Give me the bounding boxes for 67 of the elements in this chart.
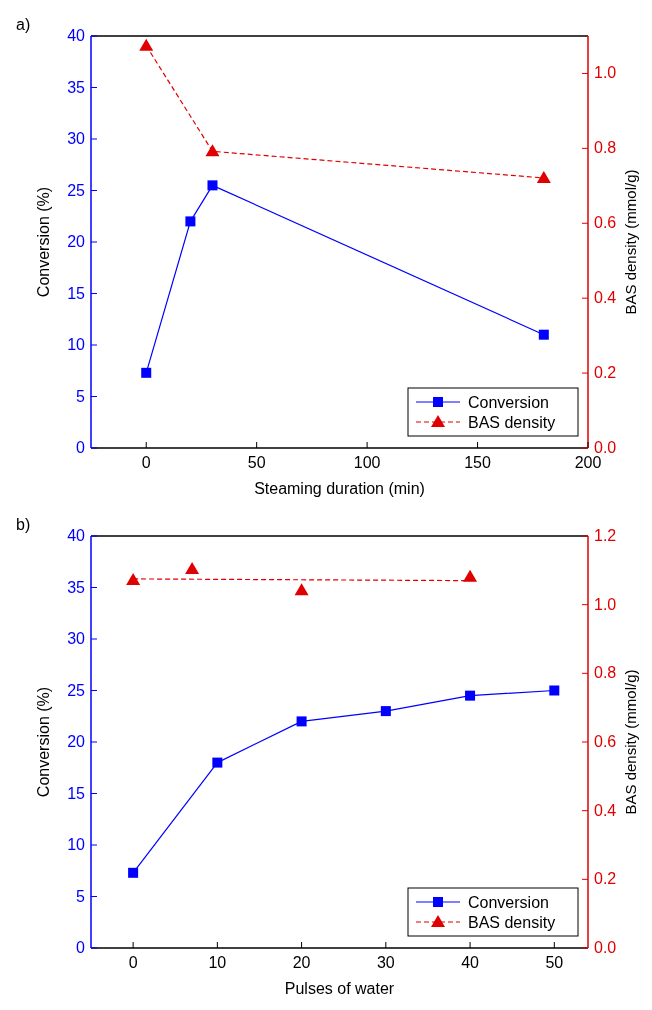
- y2-tick-label: 0.8: [594, 664, 617, 682]
- x-tick-label: 40: [461, 954, 480, 971]
- y2-tick-label: 0.6: [594, 214, 617, 232]
- y2-axis-title: BAS density (mmol/g): [622, 669, 639, 815]
- point: [207, 180, 218, 191]
- y2-tick-label: 0.0: [594, 939, 617, 956]
- point: [128, 867, 139, 878]
- x-axis-title: Pulses of water: [284, 980, 395, 997]
- y2-tick-label: 0.6: [594, 733, 617, 750]
- x-tick-label: 50: [247, 454, 266, 471]
- x-tick-label: 100: [353, 454, 381, 471]
- x-tick-label: 0: [141, 454, 151, 471]
- point: [538, 329, 549, 340]
- x-tick-label: 10: [208, 954, 227, 971]
- point: [536, 170, 551, 183]
- x-tick-label: 30: [376, 954, 395, 971]
- y2-tick-label: 0.2: [594, 364, 617, 382]
- y-tick-label: 10: [67, 336, 86, 353]
- y-tick-label: 10: [67, 836, 86, 853]
- y-tick-label: 0: [76, 939, 86, 956]
- x-tick-label: 0: [128, 954, 138, 971]
- y-tick-label: 30: [67, 630, 86, 647]
- point: [205, 144, 220, 157]
- y-tick-label: 20: [67, 733, 86, 750]
- y-tick-label: 15: [67, 784, 86, 802]
- point: [212, 757, 223, 768]
- y-tick-label: 25: [67, 681, 86, 699]
- x-tick-label: 20: [292, 954, 311, 971]
- x-tick-label: 200: [574, 454, 602, 471]
- y-tick-label: 40: [67, 527, 86, 544]
- y-tick-label: 15: [67, 284, 86, 302]
- chart-title: a): [16, 16, 31, 33]
- point: [380, 706, 391, 717]
- y2-tick-label: 0.4: [594, 289, 617, 307]
- y2-tick-label: 1.2: [594, 527, 617, 544]
- y-tick-label: 40: [67, 27, 86, 44]
- chart-title: b): [16, 516, 31, 533]
- y-axis-title: Conversion (%): [35, 686, 52, 798]
- legend-label: BAS density: [468, 414, 556, 431]
- y-tick-label: 5: [76, 387, 86, 405]
- y-tick-label: 30: [67, 130, 86, 147]
- y2-tick-label: 0.2: [594, 870, 617, 888]
- y-axis-title: Conversion (%): [35, 186, 52, 298]
- y2-axis-title: BAS density (mmol/g): [622, 169, 639, 315]
- x-tick-label: 150: [464, 454, 491, 471]
- point: [185, 216, 196, 227]
- point: [141, 367, 152, 378]
- point: [139, 38, 154, 51]
- y2-tick-label: 0.8: [594, 139, 617, 157]
- legend-label: Conversion: [468, 394, 549, 411]
- point: [296, 716, 307, 727]
- y2-tick-label: 0.0: [594, 439, 617, 456]
- y2-tick-label: 0.4: [594, 801, 617, 819]
- x-tick-label: 50: [545, 954, 564, 971]
- point: [549, 685, 560, 696]
- y-tick-label: 25: [67, 181, 86, 199]
- y-tick-label: 35: [67, 578, 86, 596]
- point: [465, 690, 476, 701]
- legend-label: Conversion: [468, 894, 549, 911]
- legend-label: BAS density: [468, 914, 556, 931]
- y2-tick-label: 1.0: [594, 595, 617, 613]
- y-tick-label: 20: [67, 233, 86, 250]
- y2-tick-label: 1.0: [594, 64, 617, 82]
- y-tick-label: 35: [67, 78, 86, 96]
- y-tick-label: 5: [76, 887, 86, 905]
- x-axis-title: Steaming duration (min): [254, 480, 425, 497]
- y-tick-label: 0: [76, 439, 86, 456]
